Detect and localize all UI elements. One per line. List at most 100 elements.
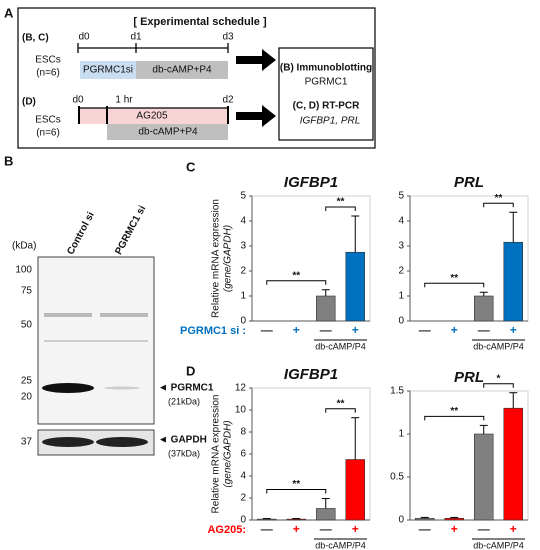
bar [316,295,336,322]
y-tick-label: 5 [240,191,246,202]
y-tick-label: 1.5 [390,386,404,397]
x-tick-label: — [320,323,332,337]
significance-label: ** [337,197,345,208]
stimulus: db-cAMP+P4 [152,65,212,76]
y-tick-label: 10 [235,405,247,416]
y-tick-label: 0.5 [390,472,404,483]
cells: ESCs [35,55,61,66]
schedule-title: [ Experimental schedule ] [133,16,267,28]
significance-bracket [266,489,327,494]
x-tick-label: — [419,323,431,337]
y-tick-label: 12 [235,383,247,394]
band-size: (37kDa) [168,448,200,458]
marker: 100 [15,265,32,276]
y-axis-label: Relative mRNA expression [211,199,222,318]
day: d0 [78,32,90,43]
x-tick-label: — [261,323,273,337]
chart-title: IGFBP1 [284,366,338,383]
x-tick-label: + [293,323,300,337]
group-label: (D) [22,97,36,108]
band-size: (21kDa) [168,396,200,406]
group-label: (B, C) [22,33,49,44]
stimulus-box [136,61,228,79]
day: d3 [222,32,234,43]
significance-label: * [497,373,501,384]
treatment: AG205 [136,111,168,122]
band-label: ◄ GAPDH [158,435,207,446]
y-tick-label: 2 [240,266,246,277]
arrow [236,105,276,127]
treatment-box [80,61,136,79]
panel-label: A [4,5,14,20]
bar [415,517,435,521]
y-tick-label: 4 [398,216,404,227]
day: 1 hr [115,95,133,106]
y-tick-label: 4 [240,471,246,482]
significance-bracket [266,280,327,285]
y-axis-label: Relative mRNA expression [211,395,222,514]
y-axis-label: (gene/GAPDH) [223,225,234,292]
panel-label: B [4,153,13,168]
group-label: db-cAMP/P4 [473,341,524,351]
nonspecific-band [44,340,148,342]
x-tick-label: + [451,522,458,536]
y-tick-label: 6 [240,449,246,460]
output-box [278,47,374,141]
group-label: db-cAMP/P4 [315,341,366,351]
lane-label: PGRMC1 si [113,204,148,257]
target: IGFBP1, PRL [300,116,361,127]
y-tick-label: 2 [240,493,246,504]
x-tick-label: + [293,522,300,536]
y-tick-label: 3 [240,241,246,252]
significance-label: ** [292,270,300,281]
band-label: ◄ PGRMC1 [158,383,214,394]
lane-label: Control si [65,210,97,257]
x-tick-label: + [352,323,359,337]
arrow [236,49,276,71]
stimulus: db-cAMP+P4 [138,127,198,138]
group-label: db-cAMP/P4 [473,540,524,550]
n: (n=6) [36,68,60,79]
significance-bracket [325,206,356,211]
chart-title: PRL [454,369,484,386]
bar [257,518,277,521]
significance-label: ** [292,479,300,490]
target: PGRMC1 [305,77,348,88]
treatment-label: PGRMC1 si : [180,325,246,337]
marker: 50 [21,320,33,331]
y-tick-label: 0 [398,316,404,327]
bar [503,241,523,322]
schedule-box [17,7,376,149]
cells: ESCs [35,115,61,126]
x-tick-label: — [261,522,273,536]
x-tick-label: + [352,522,359,536]
nonspecific-band [100,313,148,317]
treatment: PGRMC1si [83,65,133,76]
bar [316,508,336,521]
bar [503,407,523,521]
marker: 20 [21,392,33,403]
y-axis-label: (gene/GAPDH) [223,420,234,487]
x-tick-label: + [510,522,517,536]
nonspecific-band [44,313,92,317]
group-label: db-cAMP/P4 [315,540,366,550]
y-tick-label: 0 [240,515,246,526]
y-tick-label: 2 [398,266,404,277]
marker: 75 [21,286,33,297]
chart-title: PRL [454,174,484,191]
day: d1 [130,32,142,43]
bar [474,433,494,521]
significance-bracket [483,383,514,388]
marker: 25 [21,376,33,387]
n: (n=6) [36,128,60,139]
treatment-box [78,108,228,124]
stimulus-box [107,124,228,140]
x-tick-label: + [451,323,458,337]
significance-bracket [325,408,356,413]
significance-label: ** [495,193,503,204]
y-tick-label: 1 [240,291,246,302]
significance-label: ** [450,273,458,284]
treatment-label: AG205: [207,524,246,536]
method: (B) Immunoblotting [280,63,372,74]
